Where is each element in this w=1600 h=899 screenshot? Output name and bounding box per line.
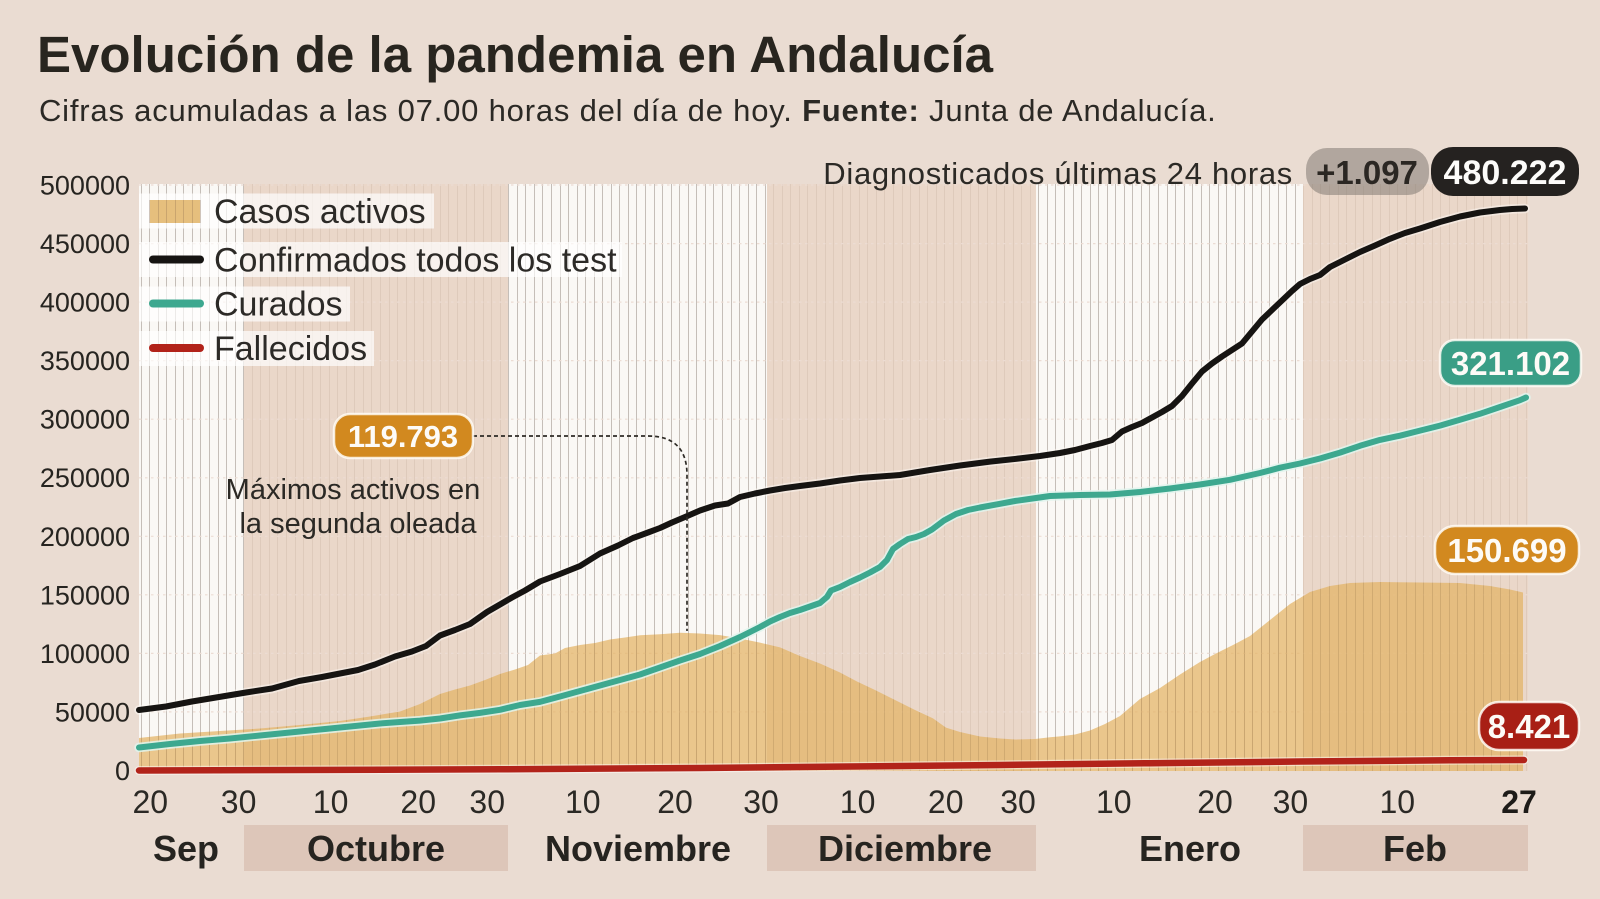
- svg-text:30: 30: [743, 784, 779, 820]
- svg-text:Confirmados todos los test: Confirmados todos los test: [214, 242, 617, 280]
- svg-text:Sep: Sep: [153, 828, 219, 869]
- svg-text:8.421: 8.421: [1488, 708, 1571, 745]
- svg-text:la segunda oleada: la segunda oleada: [239, 508, 477, 540]
- svg-text:20: 20: [657, 784, 693, 820]
- svg-text:300000: 300000: [40, 405, 130, 435]
- svg-text:10: 10: [840, 784, 876, 820]
- svg-text:20: 20: [133, 784, 169, 820]
- svg-text:30: 30: [469, 784, 505, 820]
- svg-text:150000: 150000: [40, 580, 130, 610]
- svg-text:Feb: Feb: [1383, 828, 1447, 869]
- svg-text:20: 20: [928, 784, 964, 820]
- svg-text:+1.097: +1.097: [1316, 154, 1418, 191]
- svg-text:10: 10: [1096, 784, 1132, 820]
- svg-text:30: 30: [221, 784, 257, 820]
- svg-text:400000: 400000: [40, 288, 130, 318]
- svg-text:Diciembre: Diciembre: [818, 828, 992, 869]
- svg-text:Fallecidos: Fallecidos: [214, 330, 367, 368]
- svg-text:Diagnosticados últimas 24 hora: Diagnosticados últimas 24 horas: [823, 156, 1293, 191]
- svg-text:27: 27: [1501, 784, 1537, 820]
- svg-text:250000: 250000: [40, 463, 130, 493]
- svg-text:Máximos activos en: Máximos activos en: [226, 474, 481, 506]
- svg-text:50000: 50000: [55, 697, 130, 727]
- svg-text:Noviembre: Noviembre: [545, 828, 731, 869]
- svg-text:Curados: Curados: [214, 286, 343, 324]
- svg-text:100000: 100000: [40, 639, 130, 669]
- svg-text:350000: 350000: [40, 346, 130, 376]
- svg-text:10: 10: [565, 784, 601, 820]
- svg-text:Octubre: Octubre: [307, 828, 445, 869]
- svg-text:Casos activos: Casos activos: [214, 193, 426, 231]
- svg-text:30: 30: [1000, 784, 1036, 820]
- svg-text:0: 0: [115, 756, 130, 786]
- svg-text:200000: 200000: [40, 522, 130, 552]
- svg-text:450000: 450000: [40, 229, 130, 259]
- svg-text:20: 20: [1197, 784, 1233, 820]
- svg-text:10: 10: [1380, 784, 1416, 820]
- svg-text:10: 10: [313, 784, 349, 820]
- svg-text:Enero: Enero: [1139, 828, 1241, 869]
- svg-text:321.102: 321.102: [1451, 345, 1570, 382]
- svg-text:20: 20: [400, 784, 436, 820]
- svg-text:119.793: 119.793: [348, 419, 458, 454]
- svg-text:150.699: 150.699: [1447, 532, 1566, 569]
- svg-text:30: 30: [1273, 784, 1309, 820]
- svg-text:500000: 500000: [40, 171, 130, 201]
- svg-text:480.222: 480.222: [1444, 154, 1567, 192]
